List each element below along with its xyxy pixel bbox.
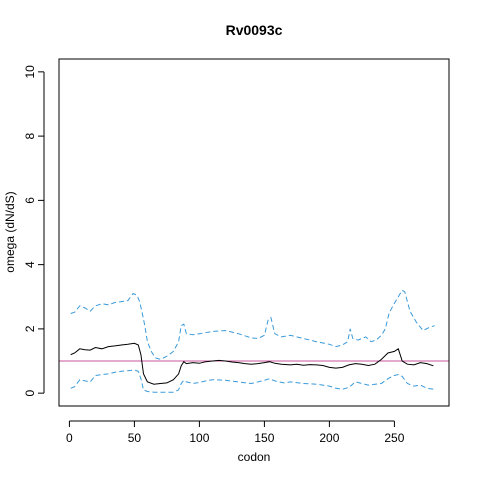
series-line-estimate (70, 342, 434, 385)
y-tick-label: 10 (23, 65, 37, 79)
y-tick-label: 4 (23, 261, 37, 268)
y-tick-label: 8 (23, 132, 37, 139)
y-axis-label: omega (dN/dS) (3, 191, 17, 272)
series-line-upper-bound (70, 289, 435, 360)
x-tick-label: 50 (128, 431, 142, 445)
x-axis-label: codon (238, 450, 271, 464)
y-tick-label: 6 (23, 197, 37, 204)
y-tick-label: 2 (23, 325, 37, 332)
plot-area: 0 50 100 150 200 250 0 2 4 6 8 10 (23, 58, 450, 445)
x-tick-label: 200 (319, 431, 339, 445)
y-tick-label: 0 (23, 389, 37, 396)
series-line-lower-bound (70, 369, 435, 393)
x-tick-label: 150 (254, 431, 274, 445)
x-tick-label: 0 (66, 431, 73, 445)
x-tick-label: 250 (384, 431, 404, 445)
x-tick-label: 100 (189, 431, 209, 445)
plot-frame (58, 58, 450, 407)
chart-title: Rv0093c (226, 22, 283, 38)
